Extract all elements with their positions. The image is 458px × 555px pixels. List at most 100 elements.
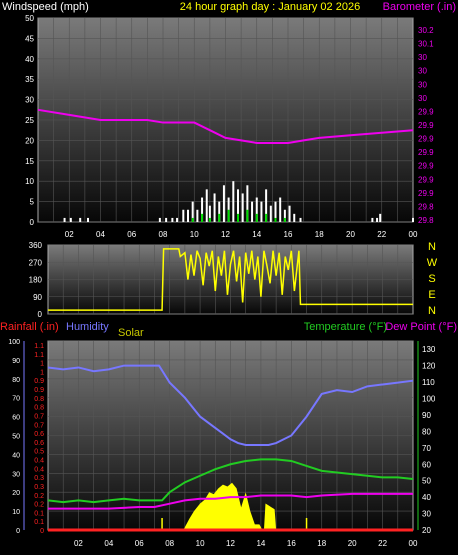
solar-area bbox=[183, 482, 277, 530]
direction-tick-label: 90 bbox=[33, 293, 42, 302]
wind-marks bbox=[37, 108, 414, 222]
y-tick-label: 50 bbox=[25, 14, 34, 23]
rain-tick-label: 0.9 bbox=[34, 387, 44, 394]
barometer-line bbox=[37, 108, 414, 144]
temperature-tick-label: 110 bbox=[422, 378, 435, 387]
direction-marks bbox=[48, 248, 413, 311]
rain-tick-label: 0.8 bbox=[34, 405, 44, 412]
humidity-tick-label: 80 bbox=[12, 377, 20, 384]
windspeed-axis-label: Windspeed (mph) bbox=[2, 1, 89, 13]
compass-label: S bbox=[428, 273, 435, 285]
x-tick-label: 20 bbox=[346, 230, 355, 239]
y-tick-label: 15 bbox=[25, 157, 34, 166]
x-tick-label: 06 bbox=[127, 230, 136, 239]
rain-tick-label: 0.5 bbox=[34, 449, 44, 456]
humidity-tick-label: 0 bbox=[16, 528, 20, 535]
temperature-tick-label: 120 bbox=[422, 362, 436, 371]
temperature-tick-label: 100 bbox=[422, 395, 436, 404]
y-tick-label: 35 bbox=[25, 75, 34, 84]
y-tick-label: 10 bbox=[25, 177, 34, 186]
barometer-tick-label: 29.9 bbox=[418, 175, 434, 184]
x-tick-label: 14 bbox=[256, 539, 265, 548]
barometer-tick-label: 29.9 bbox=[418, 121, 434, 130]
rain-tick-label: 0.2 bbox=[34, 493, 44, 500]
rain-tick-label: 0.4 bbox=[34, 458, 44, 465]
rain-tick-label: 0 bbox=[40, 528, 44, 535]
temperature-tick-label: 30 bbox=[422, 510, 431, 519]
humidity-tick-label: 70 bbox=[12, 396, 20, 403]
x-tick-label: 06 bbox=[135, 539, 144, 548]
temperature-marks bbox=[47, 364, 414, 532]
dewpoint-axis-label: Dew Point (°F) bbox=[385, 321, 457, 333]
temperature-tick-label: 60 bbox=[422, 460, 431, 469]
x-tick-label: 00 bbox=[409, 539, 418, 548]
wind-axes: 0 5 10 15 20 25 30 35 40 45 50 02 04 06 08 10 12 14 16 18 20… bbox=[25, 14, 434, 239]
x-tick-label: 20 bbox=[348, 539, 357, 548]
x-tick-label: 16 bbox=[287, 539, 296, 548]
rain-tick-label: 1 bbox=[40, 369, 44, 376]
x-tick-label: 18 bbox=[315, 230, 324, 239]
rain-tick-label: 0.8 bbox=[34, 396, 44, 403]
temperature-tick-label: 90 bbox=[422, 411, 431, 420]
rain-tick-label: 0.1 bbox=[34, 519, 44, 526]
wind-direction-line bbox=[48, 248, 413, 311]
barometer-tick-label: 30 bbox=[418, 80, 427, 89]
humidity-tick-label: 10 bbox=[12, 509, 20, 516]
humidity-tick-label: 100 bbox=[8, 339, 20, 346]
x-tick-label: 12 bbox=[221, 230, 230, 239]
humidity-tick-label: 60 bbox=[12, 415, 20, 422]
barometer-tick-label: 29.9 bbox=[418, 162, 434, 171]
rain-tick-label: 0.1 bbox=[34, 510, 44, 517]
humidity-tick-label: 50 bbox=[12, 434, 20, 441]
y-tick-label: 30 bbox=[25, 96, 34, 105]
temperature-tick-label: 130 bbox=[422, 345, 436, 354]
barometer-tick-label: 30 bbox=[418, 94, 427, 103]
x-tick-label: 08 bbox=[165, 539, 174, 548]
compass-label: W bbox=[427, 257, 438, 269]
temperature-tick-label: 50 bbox=[422, 477, 431, 486]
barometer-tick-label: 30 bbox=[418, 53, 427, 62]
solar-axis-label: Solar bbox=[118, 327, 144, 339]
dewpoint-line bbox=[48, 492, 413, 510]
x-tick-label: 04 bbox=[96, 230, 105, 239]
rain-tick-label: 0.7 bbox=[34, 422, 44, 429]
temperature-humidity-panel: 010203040506070809010000.10.10.20.20.30.… bbox=[0, 321, 457, 548]
x-tick-label: 10 bbox=[196, 539, 205, 548]
chart-title: 24 hour graph day : January 02 2026 bbox=[180, 1, 360, 13]
x-tick-label: 02 bbox=[65, 230, 74, 239]
x-tick-label: 02 bbox=[74, 539, 83, 548]
direction-tick-label: 360 bbox=[29, 241, 43, 250]
temperature-line bbox=[47, 458, 414, 504]
rain-tick-label: 1 bbox=[40, 361, 44, 368]
compass-label: N bbox=[428, 305, 436, 317]
wind-grid bbox=[38, 17, 413, 223]
y-tick-label: 25 bbox=[25, 116, 34, 125]
x-tick-label: 04 bbox=[104, 539, 113, 548]
x-tick-label: 18 bbox=[317, 539, 326, 548]
humidity-tick-label: 40 bbox=[12, 452, 20, 459]
rain-tick-label: 0.7 bbox=[34, 413, 44, 420]
direction-tick-label: 0 bbox=[38, 310, 43, 319]
barometer-tick-label: 29.8 bbox=[418, 216, 434, 225]
x-tick-label: 10 bbox=[190, 230, 199, 239]
barometer-axis-label: Barometer (.in) bbox=[383, 1, 456, 13]
wind-barometer-panel: 0 5 10 15 20 25 30 35 40 45 50 02 04 06 08 10 12 14 16 18 20… bbox=[2, 1, 456, 239]
x-tick-label: 14 bbox=[252, 230, 261, 239]
humidity-tick-label: 30 bbox=[12, 471, 20, 478]
x-tick-label: 16 bbox=[284, 230, 293, 239]
x-tick-label: 00 bbox=[409, 230, 418, 239]
temperature-tick-label: 40 bbox=[422, 493, 431, 502]
rainfall-axis-label: Rainfall (.in) bbox=[0, 321, 59, 333]
rain-tick-label: 0.9 bbox=[34, 378, 44, 385]
barometer-tick-label: 30 bbox=[418, 67, 427, 76]
y-tick-label: 20 bbox=[25, 136, 34, 145]
rain-tick-label: 1.1 bbox=[34, 343, 44, 350]
compass-label: N bbox=[428, 241, 436, 253]
barometer-tick-label: 29.8 bbox=[418, 202, 434, 211]
temperature-axes: 010203040506070809010000.10.10.20.20.30.… bbox=[8, 339, 436, 548]
rain-tick-label: 0.2 bbox=[34, 502, 44, 509]
x-tick-label: 22 bbox=[377, 230, 386, 239]
